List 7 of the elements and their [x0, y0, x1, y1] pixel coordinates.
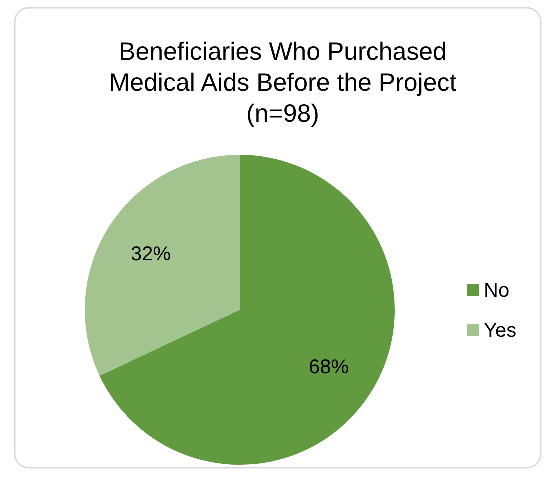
data-label: 32% — [130, 244, 172, 266]
legend-label: No — [484, 280, 510, 302]
pie-slice — [85, 155, 240, 376]
pie-slice — [100, 155, 395, 465]
chart-title: Beneficiaries Who Purchased Medical Aids Before the Project (n=98) — [109, 38, 457, 128]
data-label: 68% — [308, 356, 350, 378]
legend-label: Yes — [484, 320, 517, 342]
